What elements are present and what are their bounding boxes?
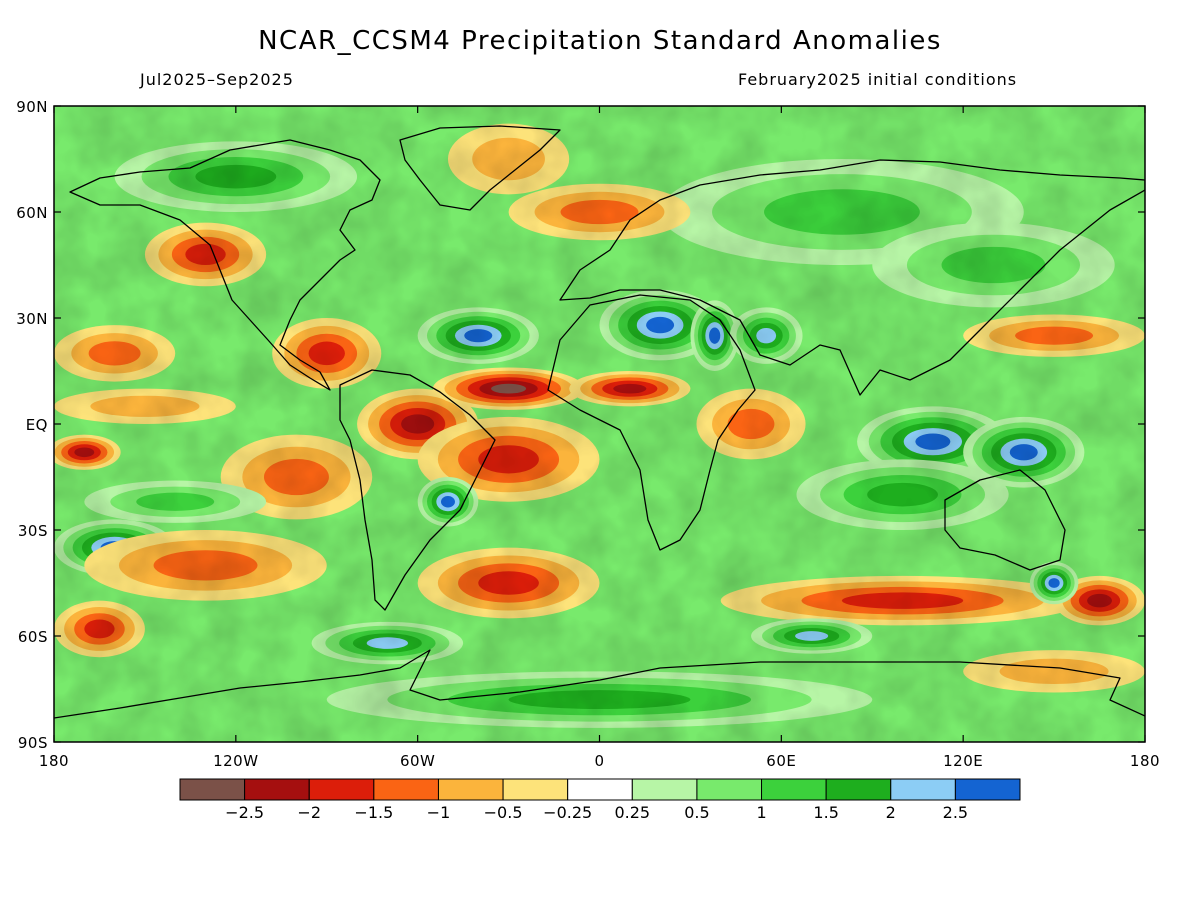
colorbar-swatch [179,778,246,801]
colorbar-swatch [437,778,504,801]
lon-label: 180 [1130,752,1160,770]
colorbar-label: 2 [886,803,896,822]
lon-label: 60E [766,752,796,770]
coastlines [54,125,1145,719]
forecast-period: Jul2025–Sep2025 [140,70,294,89]
lon-label: 0 [594,752,604,770]
anomaly-field [54,106,1145,742]
colorbar: −2.5 −2 −1.5 −1 −0.5 −0.25 0.25 0.5 1 1.5 2 2.5 [179,778,1021,822]
coastline-north-america [69,139,381,391]
coastline-eurasia [559,159,1145,396]
colorbar-label: 1 [756,803,766,822]
colorbar-swatch [502,778,569,801]
coastline-africa [547,294,756,551]
lon-label: 120W [213,752,258,770]
colorbar-swatch [825,778,892,801]
field-texture [54,106,1145,742]
colorbar-swatch [761,778,827,801]
map-title: NCAR_CCSM4 Precipitation Standard Anomal… [258,26,942,56]
colorbar-label: −1 [427,803,451,822]
initial-conditions: February2025 initial conditions [738,70,1018,89]
coastline-australia [944,469,1066,571]
lat-label: 90N [16,98,48,116]
colorbar-label: 0.25 [614,803,650,822]
colorbar-label: −1.5 [354,803,393,822]
colorbar-label: −2 [297,803,321,822]
coastline-south-america [339,369,496,611]
lon-label: 60W [400,752,435,770]
colorbar-swatch [308,778,375,801]
coastline-antarctica [54,649,1145,719]
colorbar-swatch [954,778,1021,801]
lat-label: 60S [18,628,48,646]
lat-label: EQ [26,416,48,434]
colorbar-label: 1.5 [813,803,838,822]
colorbar-swatch [696,778,763,801]
colorbar-swatch [244,778,310,801]
coastline-greenland [399,125,561,211]
lat-label: 90S [18,734,48,752]
colorbar-label: −0.5 [484,803,523,822]
lat-label: 30N [16,310,48,328]
lat-label: 60N [16,204,48,222]
colorbar-label: 2.5 [943,803,968,822]
colorbar-swatch [631,778,698,801]
colorbar-swatch [890,778,956,801]
colorbar-label: 0.5 [684,803,709,822]
colorbar-swatch [373,778,439,801]
lon-label: 180 [39,752,69,770]
plot-area [54,106,1145,742]
colorbar-label: −0.25 [543,803,592,822]
colorbar-label: −2.5 [225,803,264,822]
lon-label: 120E [943,752,983,770]
lat-label: 30S [18,522,48,540]
colorbar-swatch [567,778,633,801]
